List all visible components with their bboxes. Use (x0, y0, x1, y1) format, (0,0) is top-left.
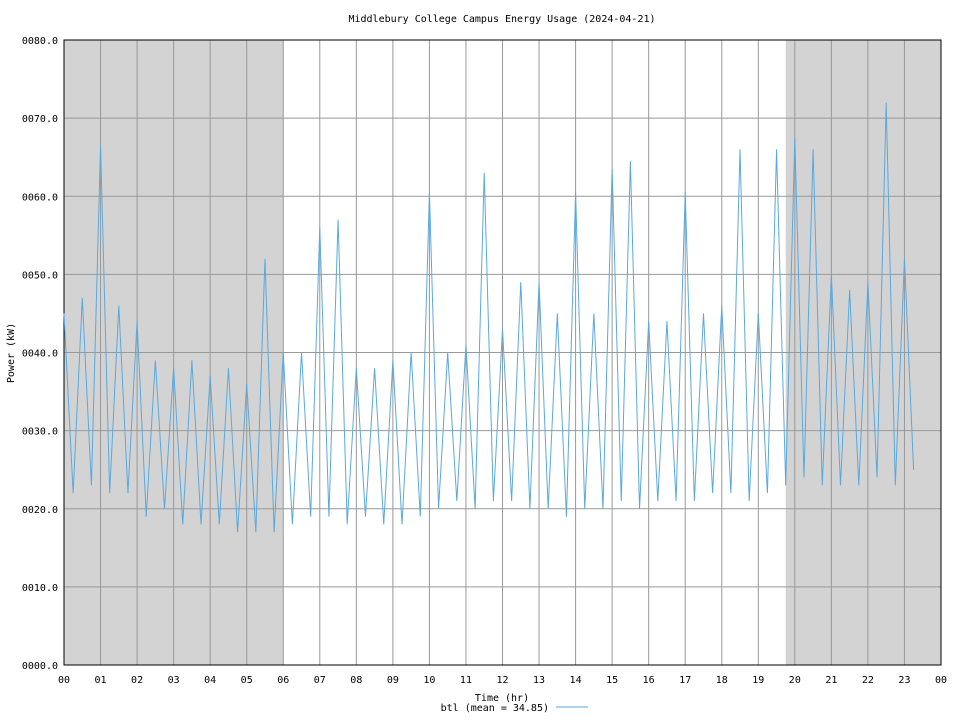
y-tick-label: 0040.0 (22, 349, 58, 360)
x-tick-label: 22 (862, 675, 874, 686)
data-line (63, 102, 915, 533)
x-tick-label: 06 (277, 675, 289, 686)
x-axis-label: Time (hr) (475, 693, 529, 704)
x-tick-label: 16 (643, 675, 655, 686)
x-tick-label: 00 (935, 675, 947, 686)
x-tick-label: 00 (58, 675, 70, 686)
plot-frame (63, 39, 942, 666)
x-tick-label: 10 (423, 675, 435, 686)
x-tick-label: 11 (460, 675, 472, 686)
y-tick-label: 0010.0 (22, 583, 58, 594)
x-tick-label: 05 (241, 675, 253, 686)
x-tick-label: 19 (752, 675, 764, 686)
x-tick-label: 23 (898, 675, 910, 686)
x-tick-label: 08 (350, 675, 362, 686)
y-axis-label: Power (kW) (6, 323, 17, 383)
x-tick-label: 12 (496, 675, 508, 686)
x-tick-label: 13 (533, 675, 545, 686)
x-tick-label: 17 (679, 675, 691, 686)
x-tick-label: 07 (314, 675, 326, 686)
x-tick-label: 04 (204, 675, 216, 686)
x-tick-label: 21 (825, 675, 837, 686)
y-tick-label: 0020.0 (22, 505, 58, 516)
y-tick-label: 0000.0 (22, 661, 58, 672)
y-tick-label: 0030.0 (22, 427, 58, 438)
x-tick-label: 03 (168, 675, 180, 686)
x-tick-label: 09 (387, 675, 399, 686)
x-tick-label: 15 (606, 675, 618, 686)
x-tick-label: 01 (95, 675, 107, 686)
y-tick-label: 0060.0 (22, 192, 58, 203)
x-tick-label: 20 (789, 675, 801, 686)
legend-label: btl (mean = 34.85) (441, 703, 549, 714)
x-tick-label: 14 (570, 675, 582, 686)
x-tick-label: 18 (716, 675, 728, 686)
x-tick-label: 02 (131, 675, 143, 686)
y-tick-label: 0050.0 (22, 270, 58, 281)
y-tick-label: 0080.0 (22, 36, 58, 47)
y-tick-label: 0070.0 (22, 114, 58, 125)
chart-title: Middlebury College Campus Energy Usage (… (348, 14, 655, 25)
